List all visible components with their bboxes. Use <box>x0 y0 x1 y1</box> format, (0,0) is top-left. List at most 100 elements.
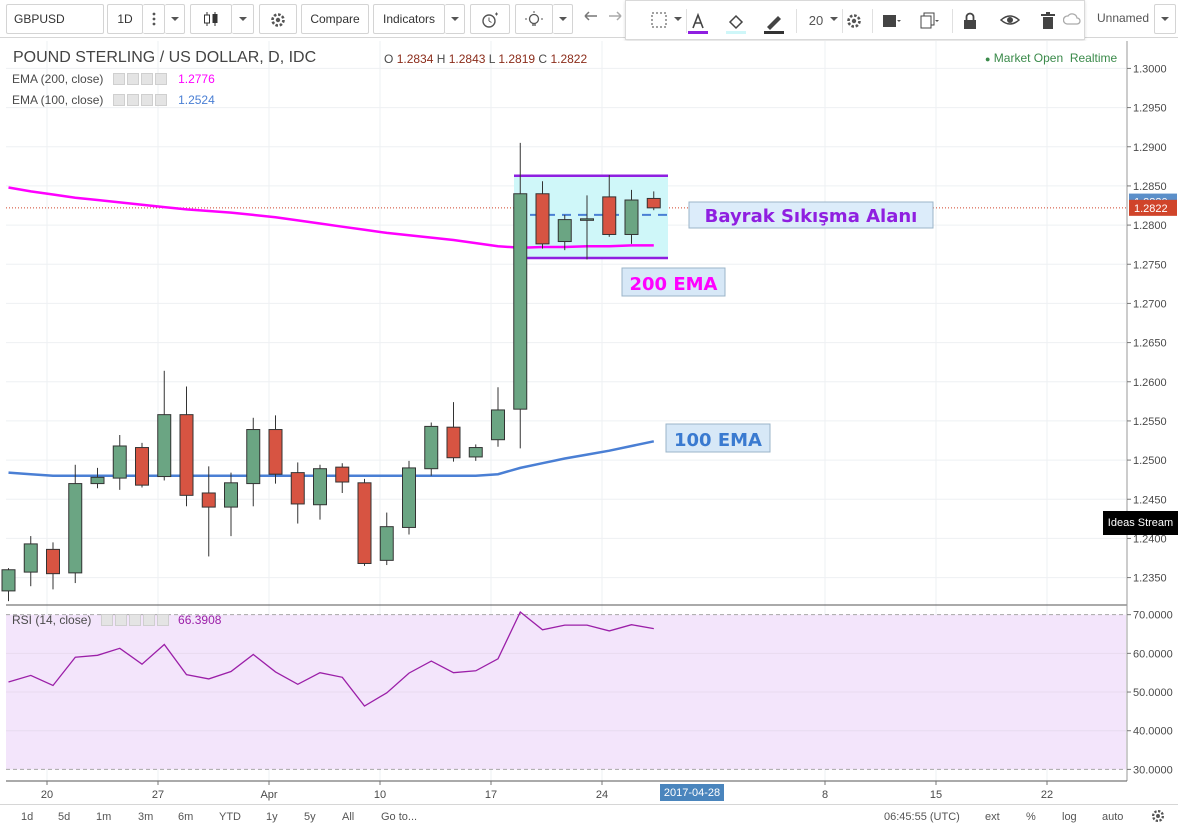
candle-body-down <box>646 197 661 209</box>
range-1d[interactable]: 1d <box>21 811 34 823</box>
lock-icon[interactable] <box>956 7 984 35</box>
rsi-legend[interactable]: RSI (14, close) 66.3908 <box>12 613 222 627</box>
flag-annotation: Bayrak Sıkışma Alanı <box>688 201 934 229</box>
font-size-chevron-icon[interactable] <box>828 7 840 35</box>
candle <box>135 442 149 488</box>
ext-toggle[interactable]: ext <box>985 811 1000 823</box>
candle-body-up <box>624 199 639 235</box>
price-tick-label: 1.2950 <box>1133 103 1167 115</box>
candles-style-icon[interactable] <box>190 4 232 34</box>
line-color-pencil-icon[interactable] <box>760 7 788 35</box>
range-5y[interactable]: 5y <box>304 811 316 823</box>
cloud-icon[interactable] <box>1062 7 1082 35</box>
price-tick-label: 1.2500 <box>1133 455 1167 467</box>
candle <box>424 422 439 476</box>
time-tick-label: 24 <box>596 789 608 801</box>
price-axis <box>1127 41 1178 781</box>
interval-button[interactable]: 1D <box>107 4 143 34</box>
ideas-stream-button[interactable]: Ideas Stream <box>1103 511 1178 535</box>
candle-body-up <box>1 569 16 592</box>
visual-order-icon[interactable] <box>878 7 906 35</box>
auto-toggle[interactable]: auto <box>1102 811 1124 823</box>
time-tick-label: 27 <box>152 789 164 801</box>
candle-body-down <box>201 492 216 508</box>
redo-icon[interactable] <box>604 4 626 34</box>
range-5d[interactable]: 5d <box>58 811 71 823</box>
candle-body-down <box>46 548 60 575</box>
ideas-chevron-icon[interactable] <box>553 4 573 34</box>
symbol-title: POUND STERLING / US DOLLAR, D, IDC <box>13 49 317 66</box>
ema200-annotation: 200 EMA <box>621 267 726 297</box>
candle-body-down <box>446 426 461 459</box>
indicators-chevron-icon[interactable] <box>445 4 465 34</box>
clone-icon[interactable] <box>916 7 944 35</box>
cursor-date-bg <box>660 784 724 801</box>
selection-box-icon[interactable] <box>646 7 674 35</box>
interval-menu-icon[interactable] <box>143 4 165 34</box>
ema100-annotation: 100 EMA <box>665 423 771 453</box>
fill-color-bucket-icon[interactable] <box>722 7 750 35</box>
price-tick-label: 1.2850 <box>1133 181 1167 193</box>
goto-date-button[interactable]: Go to... <box>381 811 418 823</box>
candle-body-up <box>424 425 439 470</box>
delete-trash-icon[interactable] <box>1034 7 1062 35</box>
indicators-button[interactable]: Indicators <box>373 4 445 34</box>
chart-style-chevron-icon[interactable] <box>232 4 254 34</box>
candle <box>224 472 238 537</box>
undo-icon[interactable] <box>578 4 604 34</box>
range-ytd[interactable]: YTD <box>219 811 241 823</box>
ema100-annotation-box <box>665 423 771 453</box>
range-1y[interactable]: 1y <box>266 811 278 823</box>
rsi-tick-label: 50.0000 <box>1133 687 1173 699</box>
ema100-legend[interactable]: EMA (100, close) 1.2524 <box>12 93 215 107</box>
layout-name-button[interactable]: Unnamed <box>1092 4 1154 34</box>
candle <box>491 387 505 447</box>
candle <box>46 542 60 590</box>
lightbulb-icon[interactable] <box>515 4 553 34</box>
drawing-settings-gear-icon[interactable] <box>840 7 868 35</box>
range-1m[interactable]: 1m <box>96 811 112 823</box>
price-tick-label: 1.3000 <box>1133 63 1167 75</box>
candle <box>157 370 172 481</box>
compare-button[interactable]: Compare <box>301 4 369 34</box>
rsi-tick-label: 60.0000 <box>1133 648 1173 660</box>
percent-toggle[interactable]: % <box>1026 811 1036 823</box>
candle-body-down <box>268 429 283 475</box>
flag-annotation-text: Bayrak Sıkışma Alanı <box>705 206 918 227</box>
visibility-eye-icon[interactable] <box>996 7 1024 35</box>
drawing-properties-toolbar: 20 <box>625 0 1085 40</box>
range-3m[interactable]: 3m <box>138 811 154 823</box>
time-tick-label: 20 <box>41 789 53 801</box>
candle <box>357 478 372 566</box>
chevron-down-icon[interactable] <box>165 4 185 34</box>
ema200-annotation-box <box>621 267 726 297</box>
candle <box>313 464 327 520</box>
ema200-legend[interactable]: EMA (200, close) 1.2776 <box>12 72 215 86</box>
time-tick-label: 15 <box>930 789 942 801</box>
price-tick-label: 1.2800 <box>1133 220 1167 232</box>
ema200-annotation-text: 200 EMA <box>630 274 718 295</box>
price-tick-label: 1.2450 <box>1133 494 1167 506</box>
settings-gear-icon[interactable] <box>259 4 297 34</box>
candle <box>201 466 216 557</box>
candle <box>112 435 127 490</box>
symbol-search-field[interactable]: GBPUSD <box>6 4 104 34</box>
candle-body-up <box>513 193 528 410</box>
candle-body-up <box>112 445 127 479</box>
candle-body-up <box>313 468 327 506</box>
range-6m[interactable]: 6m <box>178 811 194 823</box>
alarm-clock-icon[interactable] <box>470 4 510 34</box>
chart-properties-gear-icon[interactable] <box>1150 808 1166 827</box>
font-size-select[interactable]: 20 <box>808 13 824 28</box>
layout-chevron-icon[interactable] <box>1154 4 1176 34</box>
price-tick-label: 1.2900 <box>1133 142 1167 154</box>
range-all[interactable]: All <box>342 811 355 823</box>
text-color-icon[interactable] <box>684 7 712 35</box>
candle <box>446 402 461 462</box>
selection-chevron-icon[interactable] <box>672 7 684 35</box>
log-toggle[interactable]: log <box>1062 811 1077 823</box>
rsi-line <box>8 610 654 707</box>
price-tick-label: 1.2550 <box>1133 416 1167 428</box>
candle <box>468 444 483 461</box>
